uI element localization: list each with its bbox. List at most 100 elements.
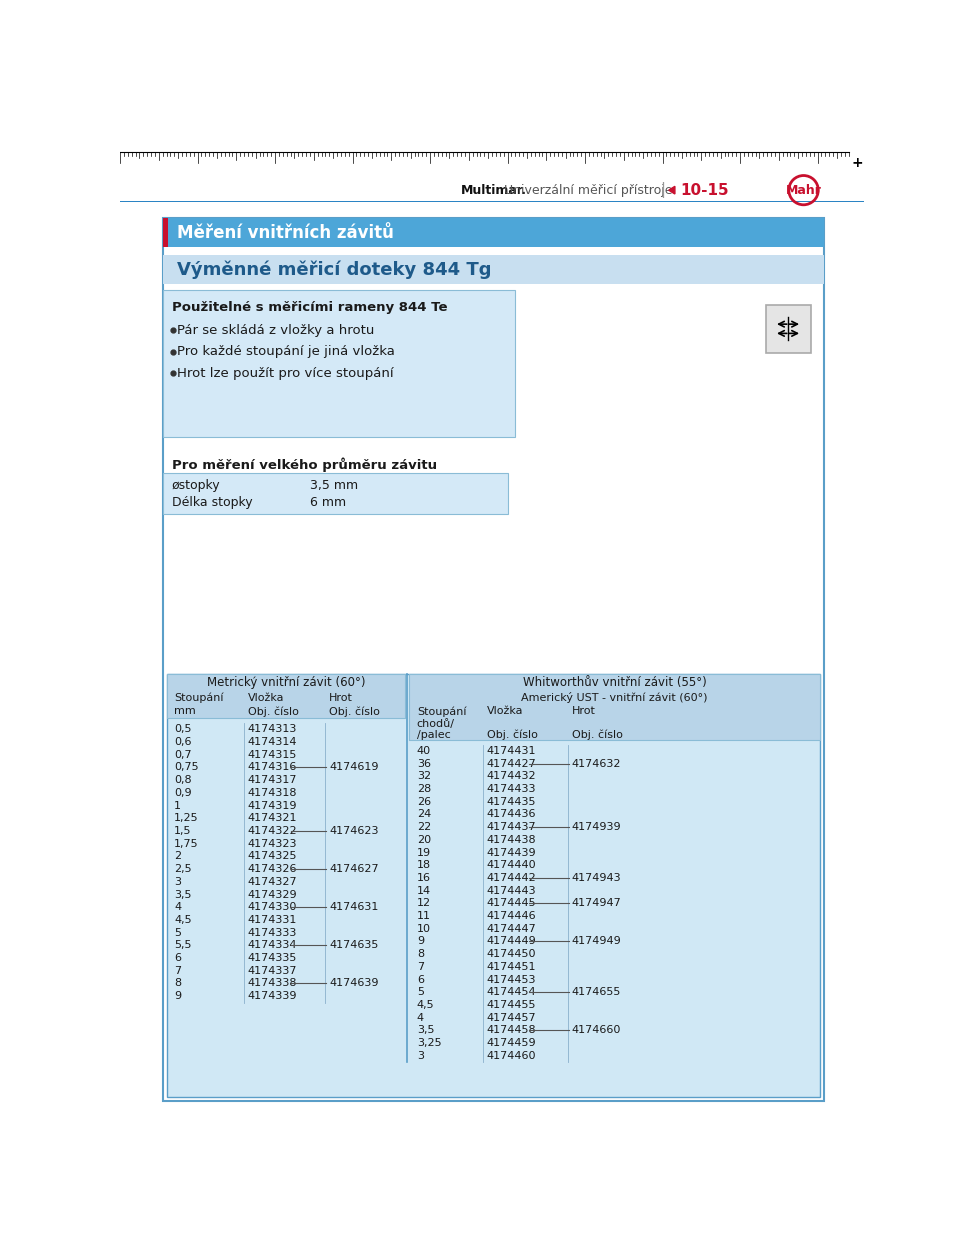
Text: 2: 2 xyxy=(175,852,181,862)
Text: 20: 20 xyxy=(417,834,431,844)
Text: 10-15: 10-15 xyxy=(681,183,729,198)
Text: 4174440: 4174440 xyxy=(487,861,537,871)
Text: 0,5: 0,5 xyxy=(175,724,192,734)
Text: 4174639: 4174639 xyxy=(329,978,379,988)
Text: 4174631: 4174631 xyxy=(329,902,378,912)
Text: Měření vnitřních závitů: Měření vnitřních závitů xyxy=(177,224,394,241)
Text: 4174445: 4174445 xyxy=(487,898,537,908)
Text: 0,7: 0,7 xyxy=(175,749,192,759)
Text: 4174627: 4174627 xyxy=(329,864,379,874)
Text: 24: 24 xyxy=(417,809,431,819)
Text: 4174334: 4174334 xyxy=(248,941,298,951)
Bar xyxy=(166,674,405,691)
Text: 26: 26 xyxy=(417,797,431,807)
Text: 5: 5 xyxy=(417,987,423,997)
Text: 4174432: 4174432 xyxy=(487,772,537,782)
Text: 4174314: 4174314 xyxy=(248,737,298,747)
Text: Obj. číslo: Obj. číslo xyxy=(329,707,380,717)
Text: 4174333: 4174333 xyxy=(248,928,298,938)
Text: 4174319: 4174319 xyxy=(248,801,298,811)
Text: mm: mm xyxy=(175,707,196,717)
Text: 4: 4 xyxy=(417,1013,424,1023)
Bar xyxy=(765,305,810,353)
Text: 5: 5 xyxy=(175,928,181,938)
Text: 1,5: 1,5 xyxy=(175,826,192,836)
Text: 4174446: 4174446 xyxy=(487,911,537,921)
Bar xyxy=(409,674,820,691)
Text: +: + xyxy=(852,156,864,170)
Text: 4174316: 4174316 xyxy=(248,762,298,772)
Text: 1,75: 1,75 xyxy=(175,838,199,848)
Text: 12: 12 xyxy=(417,898,431,908)
Bar xyxy=(166,691,405,704)
Text: 4174438: 4174438 xyxy=(487,834,537,844)
Text: 4174447: 4174447 xyxy=(487,923,537,933)
Text: Pro měření velkého průměru závitu: Pro měření velkého průměru závitu xyxy=(172,458,437,473)
Text: 4174329: 4174329 xyxy=(248,889,298,899)
Text: 40: 40 xyxy=(417,746,431,756)
Text: Použitelné s měřicími rameny 844 Te: Použitelné s měřicími rameny 844 Te xyxy=(172,300,447,314)
Bar xyxy=(162,290,516,437)
Text: 4174451: 4174451 xyxy=(487,962,536,972)
Text: 3: 3 xyxy=(175,877,181,887)
Bar xyxy=(162,255,824,284)
Text: 4174457: 4174457 xyxy=(487,1013,537,1023)
Bar xyxy=(166,704,405,718)
Bar xyxy=(409,718,820,729)
Text: 4174318: 4174318 xyxy=(248,788,298,798)
Bar xyxy=(409,674,820,739)
Text: 4174619: 4174619 xyxy=(329,762,379,772)
Text: 8: 8 xyxy=(175,978,181,988)
Bar xyxy=(120,150,864,173)
Text: Výměnné měřicí doteky 844 Tg: Výměnné měřicí doteky 844 Tg xyxy=(177,260,492,279)
Text: chodů/: chodů/ xyxy=(417,719,455,729)
Text: 4174322: 4174322 xyxy=(248,826,298,836)
Text: 4174323: 4174323 xyxy=(248,838,298,848)
Text: 4174632: 4174632 xyxy=(572,758,621,768)
Bar xyxy=(120,201,864,203)
Text: 4174450: 4174450 xyxy=(487,950,536,960)
Text: 4174431: 4174431 xyxy=(487,746,536,756)
Text: 4174335: 4174335 xyxy=(248,953,298,963)
Text: Obj. číslo: Obj. číslo xyxy=(572,729,623,739)
Text: Pár se skládá z vložky a hrotu: Pár se skládá z vložky a hrotu xyxy=(177,324,374,337)
Text: 4174339: 4174339 xyxy=(248,991,298,1001)
Text: 4174443: 4174443 xyxy=(487,886,537,896)
Text: Obj. číslo: Obj. číslo xyxy=(487,729,538,739)
Text: 4174460: 4174460 xyxy=(487,1051,536,1061)
Text: 4174436: 4174436 xyxy=(487,809,536,819)
Text: 4174453: 4174453 xyxy=(487,975,536,985)
Polygon shape xyxy=(669,186,675,194)
Text: Stoupání: Stoupání xyxy=(175,692,224,703)
Text: 4174433: 4174433 xyxy=(487,784,536,794)
Text: 18: 18 xyxy=(417,861,431,871)
Text: 4174327: 4174327 xyxy=(248,877,298,887)
Text: 3: 3 xyxy=(417,1051,423,1061)
Text: 7: 7 xyxy=(417,962,424,972)
Text: 4174439: 4174439 xyxy=(487,848,537,857)
Text: Hrot: Hrot xyxy=(572,707,596,717)
Text: 4174660: 4174660 xyxy=(572,1026,621,1036)
Bar xyxy=(162,218,824,1101)
Text: 8: 8 xyxy=(417,950,424,960)
Text: 0,9: 0,9 xyxy=(175,788,192,798)
Text: 0,75: 0,75 xyxy=(175,762,199,772)
Text: 4174635: 4174635 xyxy=(329,941,378,951)
Text: 4174949: 4174949 xyxy=(572,937,621,947)
Text: 1,25: 1,25 xyxy=(175,813,199,823)
Text: Whitworthův vnitřní závit (55°): Whitworthův vnitřní závit (55°) xyxy=(522,676,707,689)
Text: 4174454: 4174454 xyxy=(487,987,537,997)
Text: Vložka: Vložka xyxy=(487,707,523,717)
Text: 6 mm: 6 mm xyxy=(310,495,346,508)
Bar xyxy=(162,218,168,248)
Text: 5,5: 5,5 xyxy=(175,941,192,951)
Text: 4174317: 4174317 xyxy=(248,776,298,786)
Text: Délka stopky: Délka stopky xyxy=(172,495,252,508)
Text: Pro každé stoupání je jiná vložka: Pro každé stoupání je jiná vložka xyxy=(177,345,395,358)
Text: Vložka: Vložka xyxy=(248,693,284,703)
Text: 4174458: 4174458 xyxy=(487,1026,537,1036)
Text: østopky: østopky xyxy=(172,479,221,492)
Text: 32: 32 xyxy=(417,772,431,782)
Text: 0,8: 0,8 xyxy=(175,776,192,786)
Bar xyxy=(409,704,820,718)
